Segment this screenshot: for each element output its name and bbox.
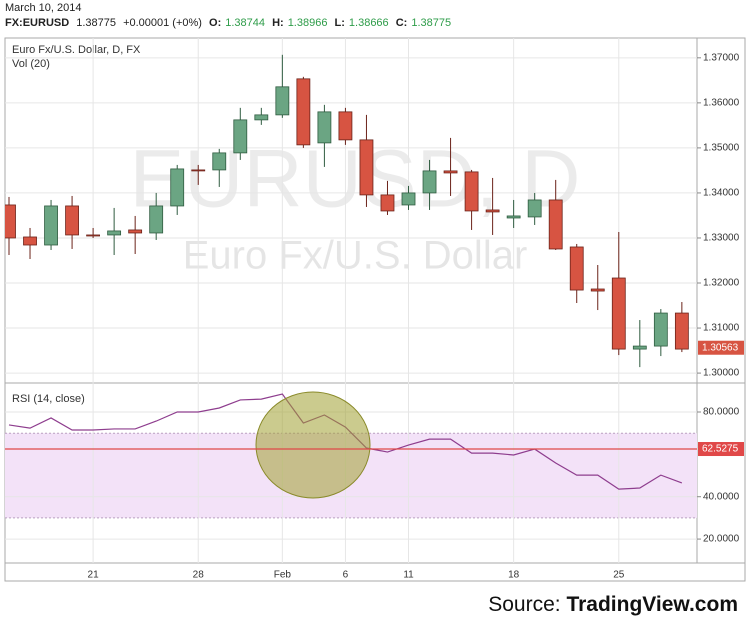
candle-body: [443, 170, 458, 174]
x-tick-label: 21: [88, 570, 100, 581]
candle-body: [5, 204, 16, 239]
last-price-box: [698, 340, 744, 355]
quote-line: FX:EURUSD 1.38775 +0.00001 (+0%) O: 1.387…: [5, 17, 455, 29]
x-tick-label: Feb: [274, 570, 292, 581]
watermark: Euro Fx/U.S. Dollar: [183, 234, 528, 278]
chart-title: Euro Fx/U.S. Dollar, D, FX: [12, 44, 141, 56]
symbol: FX:EURUSD: [5, 17, 70, 29]
candle-body: [422, 170, 437, 194]
change: +0.00001 (+0%): [123, 17, 202, 29]
x-tick-label: 28: [193, 570, 205, 581]
y-tick-label: 1.35000: [703, 143, 740, 154]
source-prefix: Source:: [488, 593, 561, 616]
label: L:: [334, 17, 345, 29]
y-tick-label: 1.34000: [703, 188, 740, 199]
subtitle: Vol (20): [12, 58, 50, 70]
x-tick-label: 25: [613, 570, 625, 581]
candle-body: [590, 288, 605, 292]
value: 1.38775: [411, 17, 452, 29]
candle-body: [338, 111, 353, 141]
candle-body: [191, 169, 206, 172]
candle-body: [233, 119, 248, 154]
candle-body: [65, 205, 79, 236]
candle-body: [548, 199, 563, 250]
candle-body: [569, 246, 584, 291]
candle-body: [485, 209, 500, 213]
candle-body: [149, 205, 164, 234]
last-price-label: 1.30563: [702, 342, 739, 353]
chart: EURUSD, D Euro Fx/U.S. Dollar Euro Fx/U.…: [4, 37, 746, 582]
candle-body: [674, 312, 689, 350]
candle-body: [128, 229, 143, 234]
y-tick-label: 80.0000: [703, 407, 740, 418]
x-tick-label: 18: [508, 570, 520, 581]
y-tick-label: 1.31000: [703, 323, 740, 334]
y-tick-label: 1.32000: [703, 278, 740, 289]
candle-body: [212, 152, 227, 171]
rsi-last-box: [698, 442, 744, 457]
rsi-title: RSI (14, close): [12, 393, 85, 405]
value: 1.38666: [348, 17, 389, 29]
candle-body: [380, 194, 395, 212]
y-tick-label: 40.0000: [703, 491, 740, 502]
y-tick-label: 20.0000: [703, 534, 740, 545]
date: March 10, 2014: [5, 2, 82, 14]
value: 1.38744: [225, 17, 266, 29]
x-tick-label: 11: [403, 570, 414, 581]
candle-body: [296, 78, 311, 146]
y-tick-label: 1.33000: [703, 233, 740, 244]
y-tick-label: 1.36000: [703, 97, 740, 108]
candle-body: [86, 234, 101, 237]
candle-body: [653, 312, 668, 347]
candle-body: [401, 192, 416, 206]
value: 1.38966: [287, 17, 328, 29]
candle-body: [44, 205, 58, 246]
candle-body: [23, 236, 37, 246]
y-tick-label: 1.30000: [703, 368, 740, 379]
last: 1.38775: [76, 17, 116, 29]
x-tick-label: 6: [343, 570, 349, 581]
candle-body: [107, 230, 122, 236]
highlight-circle: [255, 391, 371, 499]
candle-body: [464, 171, 479, 212]
rsi-last-label: 62.5275: [702, 444, 739, 455]
source: Source: TradingView.com: [488, 593, 738, 617]
watermark: EURUSD, D: [129, 134, 580, 225]
candle-body: [359, 139, 374, 196]
label: O:: [209, 17, 222, 29]
candle-body: [254, 114, 269, 121]
y-tick-label: 1.37000: [703, 52, 740, 63]
candle-body: [317, 111, 332, 144]
label: H:: [272, 17, 284, 29]
candle-body: [506, 215, 521, 219]
candle-body: [632, 345, 647, 350]
label: C:: [395, 17, 408, 29]
price-pane: [5, 38, 697, 383]
candle-body: [527, 199, 542, 218]
candle-body: [275, 86, 290, 116]
candle-body: [170, 168, 185, 207]
source-name: TradingView.com: [566, 593, 738, 616]
candle-body: [611, 277, 626, 350]
frame: [4, 37, 746, 582]
